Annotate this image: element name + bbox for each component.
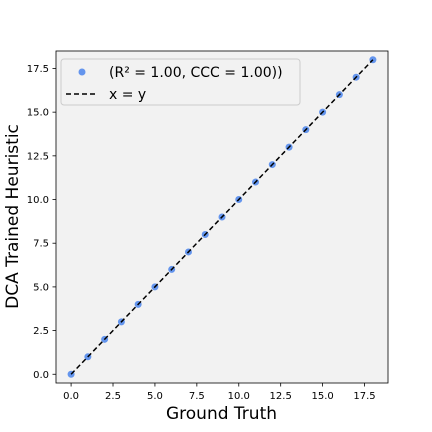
x-tick-label: 0.0 (63, 391, 79, 402)
x-tick-label: 10.0 (228, 391, 250, 402)
x-tick-label: 12.5 (270, 391, 292, 402)
x-axis-label: Ground Truth (166, 404, 277, 424)
y-axis-label: DCA Trained Heuristic (3, 124, 23, 309)
y-axis: 0.0 2.5 5.0 7.5 10.0 12.5 15.0 17.5 (27, 64, 56, 381)
legend-label-line: x = y (109, 87, 146, 103)
x-tick-label: 2.5 (105, 391, 121, 402)
y-tick-label: 2.5 (33, 326, 49, 337)
legend-label-scatter: (R² = 1.00, CCC = 1.00)) (109, 65, 283, 81)
x-tick-label: 17.5 (353, 391, 375, 402)
y-tick-label: 0.0 (33, 370, 49, 381)
x-axis: 0.0 2.5 5.0 7.5 10.0 12.5 15.0 17.5 (63, 383, 376, 402)
chart-marks (67, 56, 377, 378)
y-tick-label: 7.5 (33, 239, 49, 250)
y-tick-label: 12.5 (27, 151, 49, 162)
legend-scatter-marker (78, 68, 86, 76)
plot-frame (55, 50, 389, 384)
x-tick-label: 7.5 (189, 391, 205, 402)
legend: (R² = 1.00, CCC = 1.00)) x = y (60, 58, 301, 106)
identity-line (70, 59, 374, 375)
x-tick-label: 15.0 (311, 391, 333, 402)
legend-box (60, 58, 301, 106)
x-tick-label: 5.0 (147, 391, 163, 402)
y-tick-label: 15.0 (27, 108, 49, 119)
y-tick-label: 10.0 (27, 195, 49, 206)
y-tick-label: 5.0 (33, 282, 49, 293)
y-tick-label: 17.5 (27, 64, 49, 75)
